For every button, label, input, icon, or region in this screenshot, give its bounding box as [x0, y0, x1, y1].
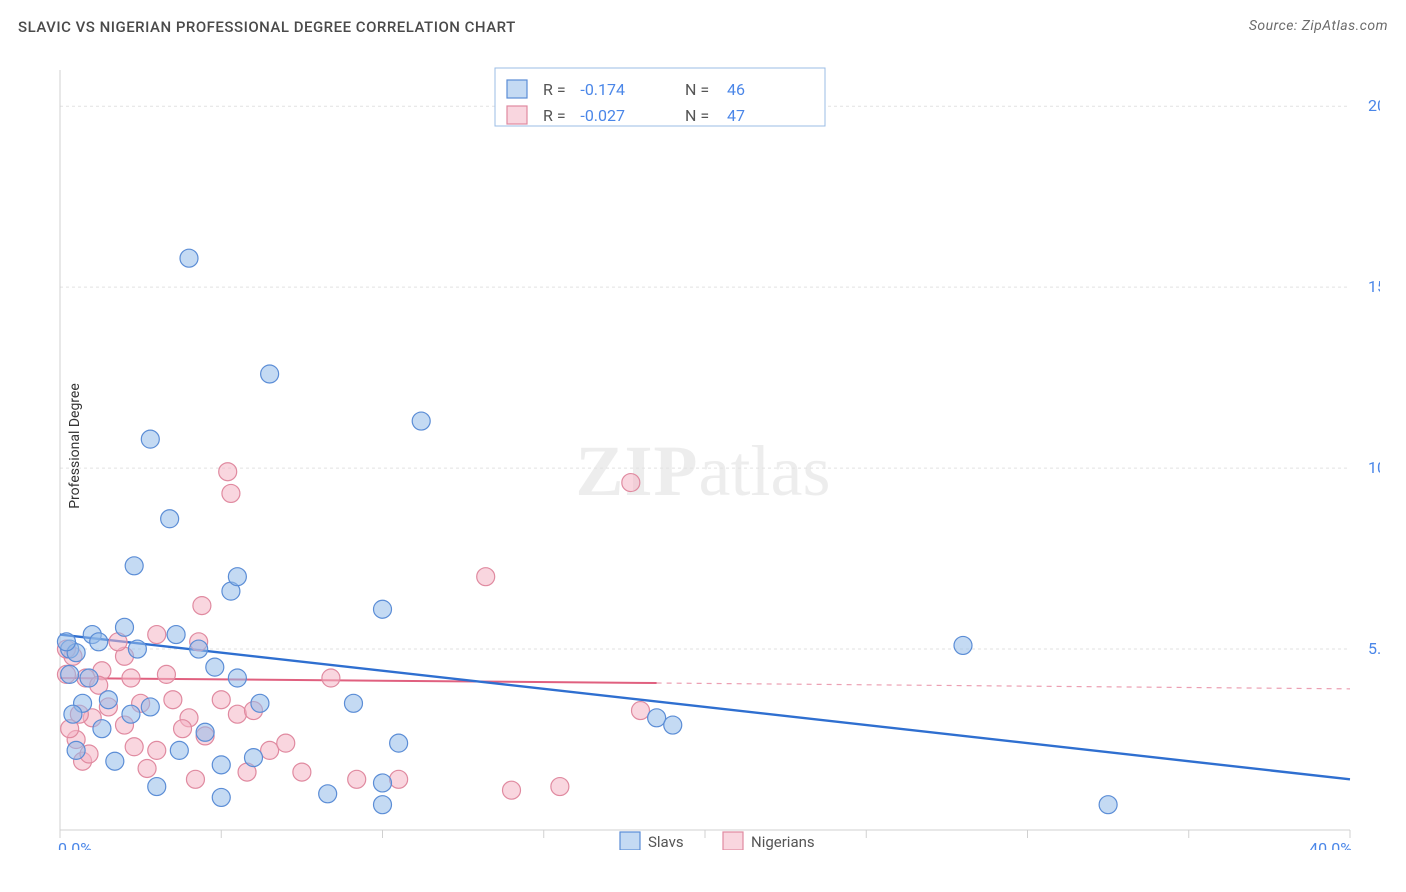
scatter-chart: 0.0% 40.0% 5.0% 10.0% 15.0% 20.0% R = -0.174 N =…: [50, 60, 1380, 850]
svg-text:46: 46: [727, 80, 745, 99]
svg-text:N =: N =: [685, 106, 709, 125]
svg-text:0.0%: 0.0%: [58, 839, 92, 850]
svg-text:5.0%: 5.0%: [1368, 639, 1380, 658]
svg-text:20.0%: 20.0%: [1368, 96, 1380, 115]
svg-text:N =: N =: [685, 80, 709, 99]
svg-text:47: 47: [727, 106, 745, 125]
svg-text:-0.174: -0.174: [580, 80, 625, 99]
svg-text:Nigerians: Nigerians: [751, 833, 815, 850]
svg-text:-0.027: -0.027: [580, 106, 625, 125]
chart-title: SLAVIC VS NIGERIAN PROFESSIONAL DEGREE C…: [18, 18, 516, 36]
svg-text:Slavs: Slavs: [648, 833, 684, 850]
title-bar: SLAVIC VS NIGERIAN PROFESSIONAL DEGREE C…: [18, 18, 1388, 36]
svg-text:10.0%: 10.0%: [1368, 458, 1380, 477]
source-label: Source: ZipAtlas.com: [1249, 18, 1388, 36]
svg-text:40.0%: 40.0%: [1309, 839, 1352, 850]
svg-text:15.0%: 15.0%: [1368, 277, 1380, 296]
svg-text:R =: R =: [543, 80, 566, 99]
svg-text:R =: R =: [543, 106, 566, 125]
chart-container: 0.0% 40.0% 5.0% 10.0% 15.0% 20.0% R = -0.174 N =…: [50, 60, 1380, 850]
